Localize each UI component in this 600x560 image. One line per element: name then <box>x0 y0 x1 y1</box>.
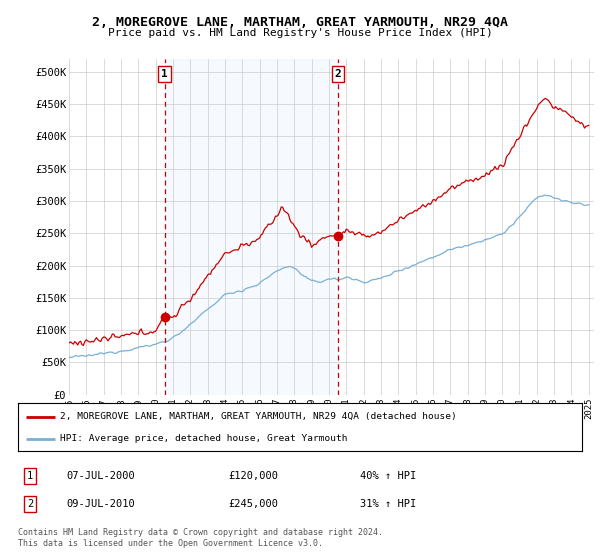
Text: 31% ↑ HPI: 31% ↑ HPI <box>360 499 416 509</box>
Text: 09-JUL-2010: 09-JUL-2010 <box>66 499 135 509</box>
Text: £120,000: £120,000 <box>228 471 278 481</box>
Bar <box>164 59 338 395</box>
Text: 2, MOREGROVE LANE, MARTHAM, GREAT YARMOUTH, NR29 4QA (detached house): 2, MOREGROVE LANE, MARTHAM, GREAT YARMOU… <box>60 412 457 421</box>
Text: HPI: Average price, detached house, Great Yarmouth: HPI: Average price, detached house, Grea… <box>60 435 348 444</box>
Text: 2: 2 <box>27 499 33 509</box>
Text: 2: 2 <box>335 69 341 79</box>
Text: 40% ↑ HPI: 40% ↑ HPI <box>360 471 416 481</box>
Text: Contains HM Land Registry data © Crown copyright and database right 2024.
This d: Contains HM Land Registry data © Crown c… <box>18 528 383 548</box>
Text: 2, MOREGROVE LANE, MARTHAM, GREAT YARMOUTH, NR29 4QA: 2, MOREGROVE LANE, MARTHAM, GREAT YARMOU… <box>92 16 508 29</box>
Text: 07-JUL-2000: 07-JUL-2000 <box>66 471 135 481</box>
Text: 1: 1 <box>161 69 168 79</box>
Text: Price paid vs. HM Land Registry's House Price Index (HPI): Price paid vs. HM Land Registry's House … <box>107 28 493 38</box>
Text: £245,000: £245,000 <box>228 499 278 509</box>
Text: 1: 1 <box>27 471 33 481</box>
